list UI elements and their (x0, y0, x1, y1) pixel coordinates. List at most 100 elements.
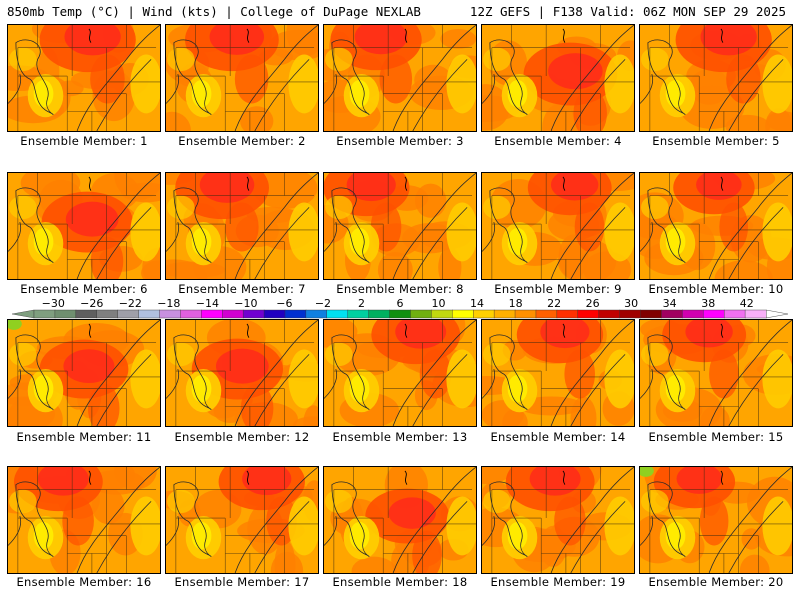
colorbar-swatch (96, 309, 119, 319)
colorbar-swatch (493, 309, 516, 319)
isotherm-contour (570, 501, 626, 573)
colorbar-tick-label: 26 (586, 298, 600, 310)
colorbar-swatch (75, 309, 98, 319)
isotherm-contour (15, 334, 54, 410)
state-boundaries (175, 25, 318, 131)
map-title: 850mb Temp (°C) | Wind (kts) | College o… (7, 4, 421, 19)
isotherm-contour (550, 320, 634, 426)
ensemble-panel-17 (165, 466, 319, 574)
ensemble-panel-20 (639, 466, 793, 574)
colorbar-tick-label: −26 (80, 298, 103, 310)
isotherm-contour (640, 73, 654, 104)
state-boundaries (175, 173, 318, 279)
isotherm-contour (324, 73, 338, 104)
isotherm-contour (489, 481, 528, 557)
ensemble-member-label-2: Ensemble Member: 2 (178, 134, 306, 148)
colorbar-swatch (180, 309, 202, 319)
isotherm-contour (331, 39, 370, 115)
isotherm-contour (76, 320, 160, 426)
ensemble-panel-7 (165, 172, 319, 280)
isotherm-contour (728, 501, 784, 573)
isotherm-contour (8, 221, 22, 252)
ensemble-member-label-3: Ensemble Member: 3 (336, 134, 464, 148)
isotherm-contour (324, 221, 338, 252)
isotherm-contour (570, 207, 626, 279)
lake-michigan-outline (246, 28, 250, 43)
isotherm-contour (728, 59, 784, 131)
ensemble-member-label-10: Ensemble Member: 10 (648, 282, 784, 296)
ensemble-member-label-15: Ensemble Member: 15 (648, 430, 784, 444)
ensemble-panel-16 (7, 466, 161, 574)
colorbar-swatch (703, 309, 725, 319)
ensemble-member-label-18: Ensemble Member: 18 (332, 575, 468, 589)
isotherm-contour (647, 187, 686, 263)
colorbar-swatch (619, 309, 642, 319)
colorbar-tick-label: 10 (432, 298, 446, 310)
temperature-colorbar: −30 −26 −22 −18 −14 −10 −6 −2 2 6 10 14 18 22 26 30 34 38… (12, 298, 788, 319)
lake-michigan-outline (720, 28, 724, 43)
isotherm-contour (234, 467, 318, 573)
state-boundaries (491, 320, 634, 426)
isotherm-contour (166, 221, 180, 252)
state-boundaries (17, 25, 160, 131)
colorbar-tick-label: 42 (740, 298, 754, 310)
lake-michigan-outline (246, 470, 250, 485)
colorbar-swatch (263, 309, 286, 319)
colorbar-tick-label: −18 (157, 298, 180, 310)
isotherm-contour (15, 481, 54, 557)
isotherm-contour (166, 368, 180, 399)
colorbar-tick-label: 30 (624, 298, 638, 310)
isotherm-contour (331, 334, 370, 410)
isotherm-contour (550, 467, 634, 573)
colorbar-tick-label: −22 (119, 298, 142, 310)
ensemble-panel-11 (7, 319, 161, 427)
isotherm-contour (234, 320, 318, 426)
colorbar-swatch (242, 309, 265, 319)
colorbar-swatch (744, 309, 767, 319)
lake-michigan-outline (562, 470, 566, 485)
lake-michigan-outline (88, 176, 92, 191)
state-boundaries (649, 467, 792, 573)
ensemble-member-label-5: Ensemble Member: 5 (652, 134, 780, 148)
colorbar-tick-label: −2 (315, 298, 331, 310)
ensemble-panel-8 (323, 172, 477, 280)
state-boundaries (333, 173, 476, 279)
colorbar-swatch (389, 309, 411, 319)
ensemble-member-label-12: Ensemble Member: 12 (174, 430, 310, 444)
ensemble-panel-19 (481, 466, 635, 574)
lake-michigan-outline (404, 470, 408, 485)
isotherm-contour (482, 515, 496, 546)
isotherm-contour (173, 39, 212, 115)
state-boundaries (333, 25, 476, 131)
isotherm-contour (708, 467, 792, 573)
isotherm-contour (392, 25, 476, 131)
lake-michigan-outline (88, 28, 92, 43)
colorbar-swatch (347, 309, 370, 319)
ensemble-panel-12 (165, 319, 319, 427)
lake-michigan-outline (246, 176, 250, 191)
isotherm-contour (8, 73, 22, 104)
ensemble-panel-1 (7, 24, 161, 132)
colorbar-tick-label: 6 (397, 298, 404, 310)
colorbar-swatch (284, 309, 307, 319)
ensemble-member-label-6: Ensemble Member: 6 (20, 282, 148, 296)
colorbar-swatch (661, 309, 683, 319)
lake-michigan-outline (404, 323, 408, 338)
ensemble-member-label-13: Ensemble Member: 13 (332, 430, 468, 444)
isotherm-contour (254, 207, 310, 279)
isotherm-contour (570, 59, 626, 131)
state-boundaries (333, 320, 476, 426)
colorbar-swatch (473, 309, 495, 319)
colorbar-swatch (138, 309, 160, 319)
colorbar-tick-label: 14 (470, 298, 484, 310)
ensemble-panel-4 (481, 24, 635, 132)
ensemble-member-label-11: Ensemble Member: 11 (16, 430, 152, 444)
colorbar-swatch (305, 309, 328, 319)
ensemble-panel-9 (481, 172, 635, 280)
state-boundaries (333, 467, 476, 573)
isotherm-contour (234, 173, 318, 279)
isotherm-contour (412, 501, 468, 573)
state-boundaries (175, 320, 318, 426)
ensemble-panel-14 (481, 319, 635, 427)
lake-michigan-outline (404, 176, 408, 191)
